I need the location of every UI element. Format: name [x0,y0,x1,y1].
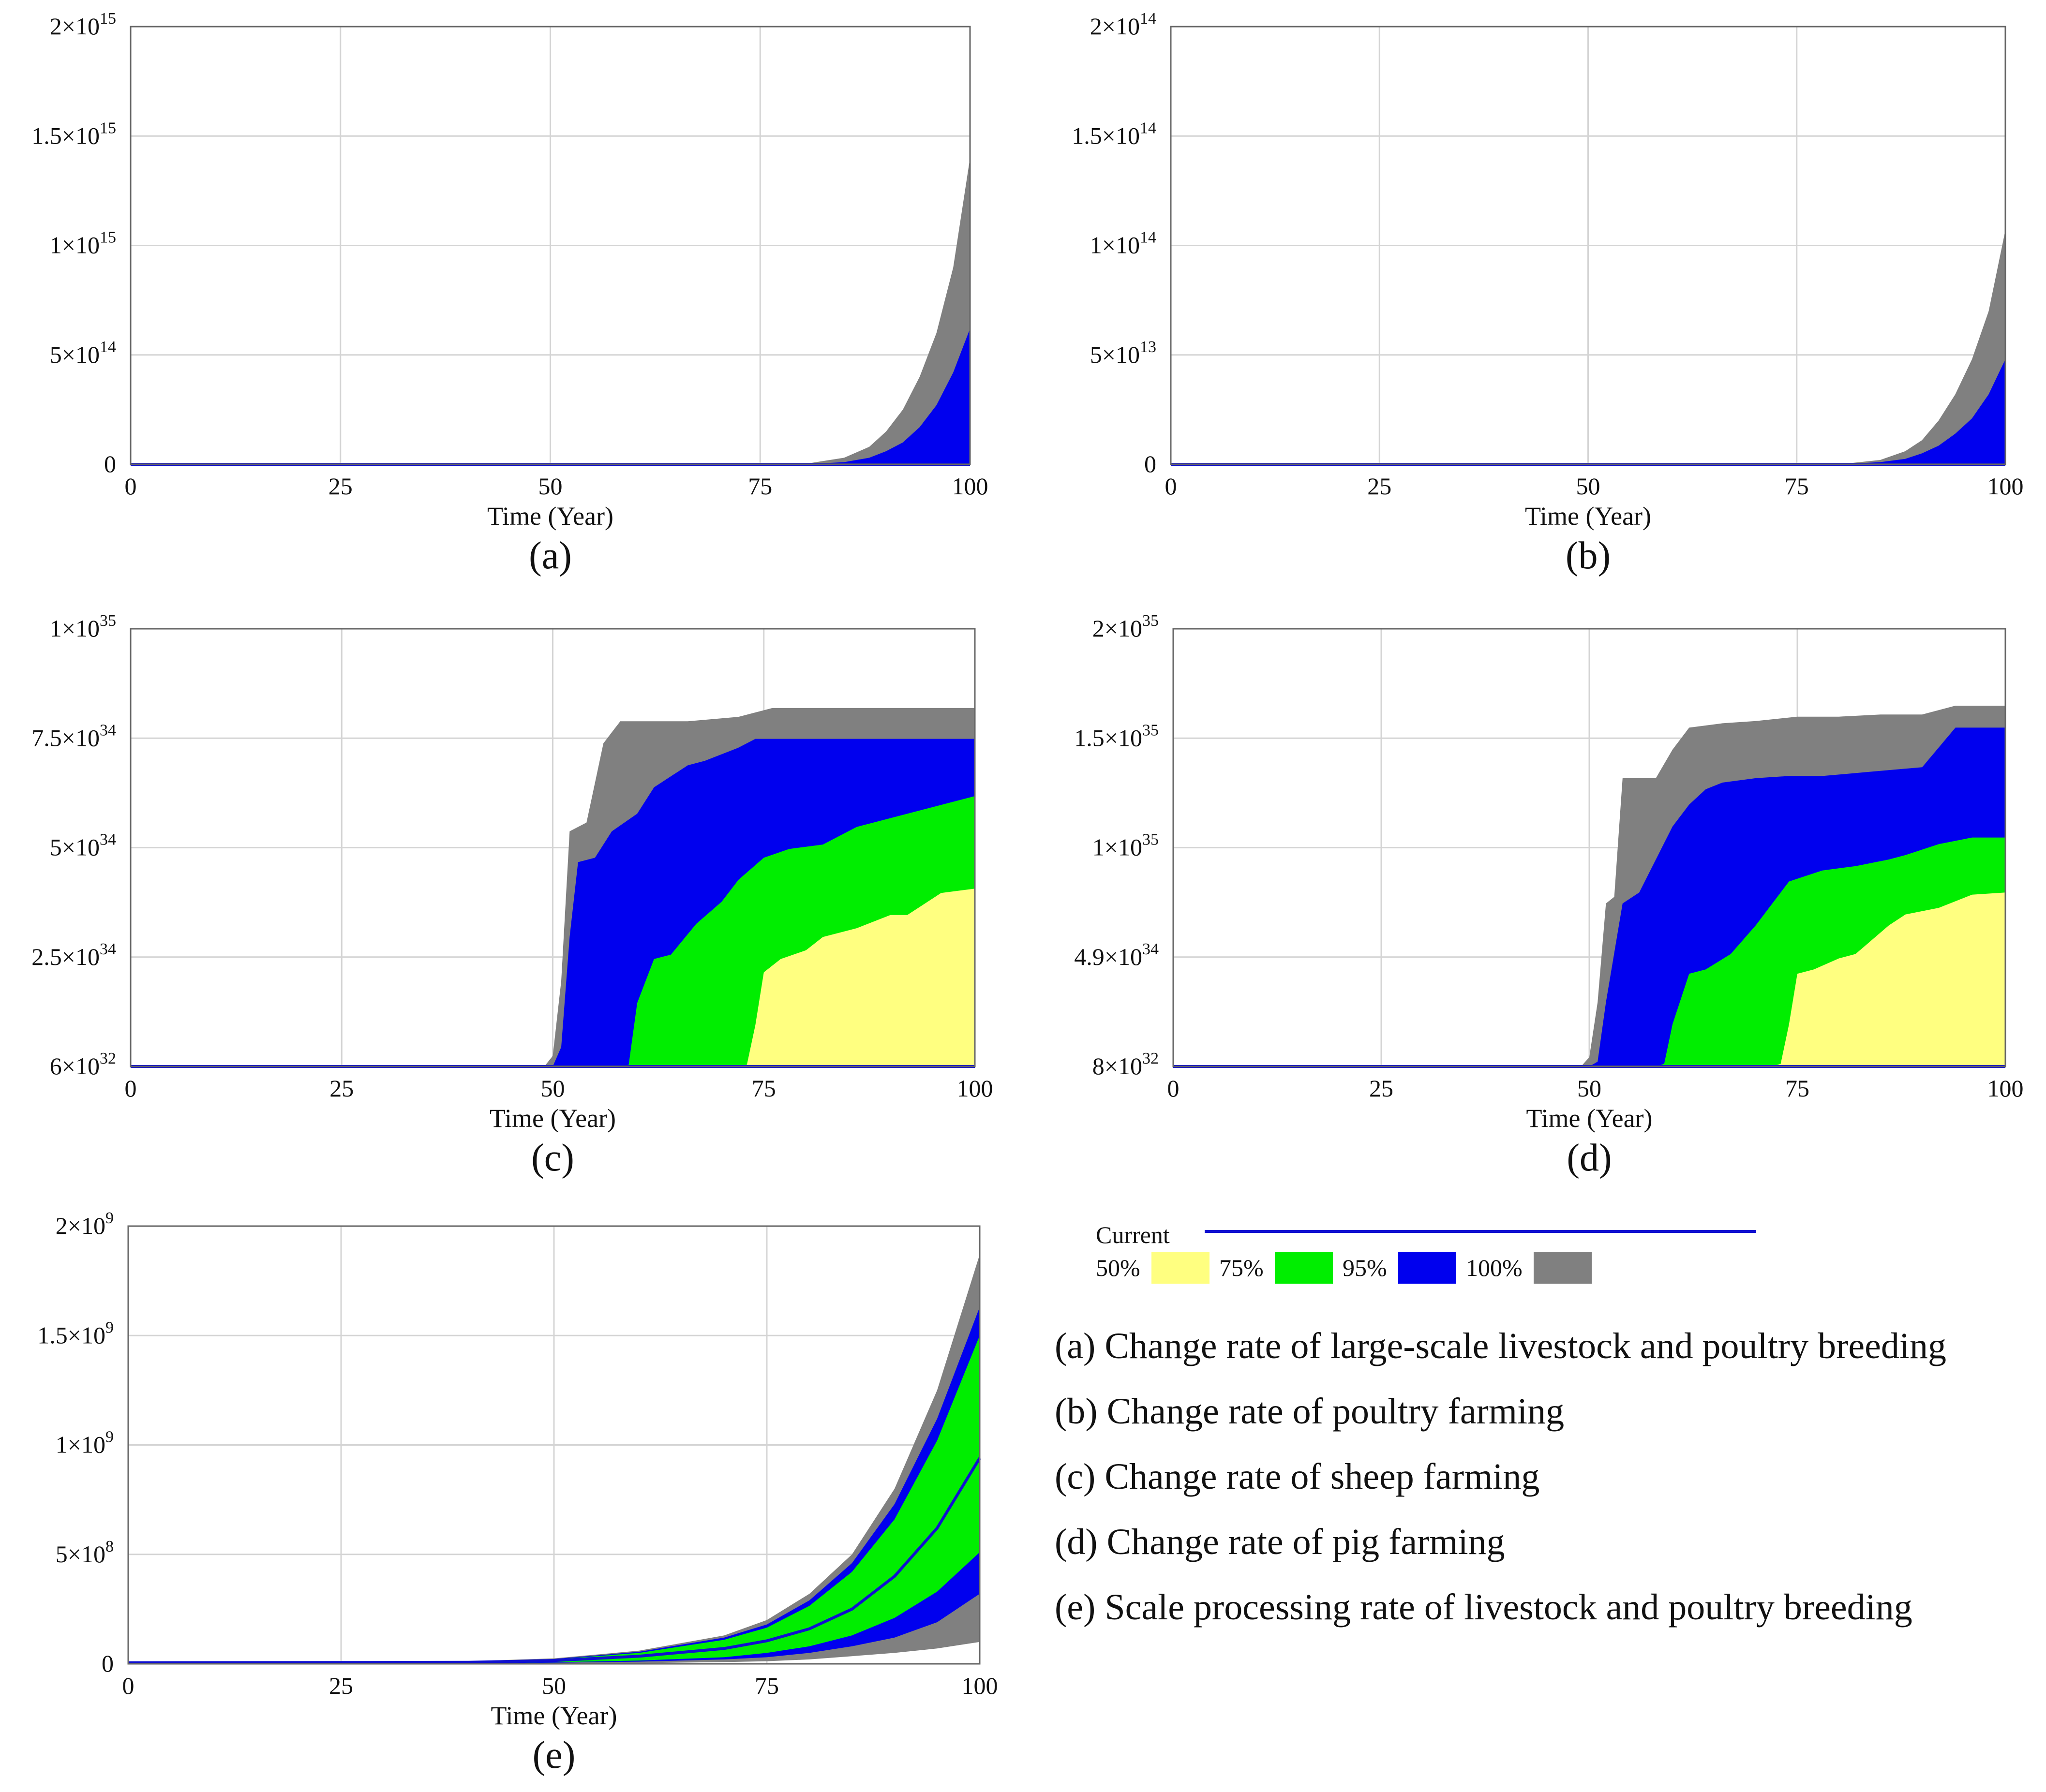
y-tick-label: 8×1032 [1092,1050,1159,1080]
band-95pct-area [1171,359,2005,464]
y-tick-label: 5×1014 [50,338,116,368]
y-tick-label: 1.5×1015 [31,119,116,149]
chart-panel-a: 0 25 50 75 100 0 5×1014 1×1015 1.5×1015 2×1015 Tim… [31,10,988,577]
x-tick-label: 100 [952,473,988,500]
y-tick-label: 1×1035 [50,612,116,642]
y-tick-label: 5×108 [56,1538,114,1568]
x-tick-label: 75 [1785,1075,1809,1102]
x-axis-label: Time (Year) [1526,1104,1652,1133]
y-tick-label: 1×1015 [50,229,116,259]
plot-frame [127,1225,981,1665]
caption-b: (b) Change rate of poultry farming [1055,1391,1565,1432]
band-100pct-area [131,158,970,464]
caption-c: (c) Change rate of sheep farming [1055,1456,1540,1497]
y-tick-label: 4.9×1034 [1074,940,1159,970]
plot-frame [1172,628,2006,1067]
x-tick-label: 0 [125,473,137,500]
band-100pct-area [1171,230,2005,464]
x-tick-label: 50 [1576,473,1600,500]
y-tick-label: 2.5×1034 [31,940,116,970]
y-tick-label: 1.5×109 [37,1318,114,1348]
y-tick-label: 6×1032 [50,1050,116,1080]
x-tick-label: 50 [541,1075,565,1102]
y-tick-label: 0 [1144,450,1156,477]
x-tick-label: 50 [542,1672,566,1699]
x-tick-label: 25 [329,473,353,500]
plot-frame [130,26,971,465]
panel-label: (c) [531,1137,574,1179]
plot-frame [1170,26,2006,465]
panel-label: (b) [1566,534,1611,577]
x-tick-label: 75 [752,1075,776,1102]
x-axis-label: Time (Year) [490,1104,616,1133]
x-tick-label: 0 [1167,1075,1180,1102]
band-50pct-area [1173,892,2005,1066]
chart-panel-b: 0 25 50 75 100 0 5×1013 1×1014 1.5×1014 2×1014 Tim… [1072,10,2023,577]
panel-label: (e) [533,1734,576,1777]
x-axis-label: Time (Year) [1525,502,1651,531]
x-tick-label: 100 [962,1672,998,1699]
legend-swatch-95 [1398,1252,1456,1284]
legend-swatch-100 [1534,1252,1592,1284]
legend-label-100: 100% [1466,1254,1523,1281]
legend-swatch-50 [1151,1252,1210,1284]
chart-panel-c: 0 25 50 75 100 6×1032 2.5×1034 5×1034 7.5×1034 1×… [31,612,993,1179]
x-tick-label: 50 [538,473,563,500]
y-tick-label: 2×1035 [1092,612,1159,642]
x-tick-label: 0 [122,1672,134,1699]
x-axis-label: Time (Year) [487,502,613,531]
caption-e: (e) Scale processing rate of livestock a… [1055,1587,1912,1628]
x-tick-label: 25 [329,1075,354,1102]
x-tick-label: 100 [1987,473,2024,500]
caption-d: (d) Change rate of pig farming [1055,1522,1505,1562]
y-tick-label: 1×1014 [1090,229,1156,259]
current-series-line [128,1457,981,1664]
y-tick-label: 1.5×1035 [1074,721,1159,751]
x-tick-label: 50 [1577,1075,1601,1102]
y-tick-label: 1.5×1014 [1072,119,1156,149]
x-tick-label: 75 [748,473,772,500]
y-tick-label: 2×109 [56,1209,114,1239]
x-tick-label: 75 [1785,473,1809,500]
y-tick-label: 2×1014 [1090,10,1156,40]
caption-a: (a) Change rate of large-scale livestock… [1055,1326,1946,1366]
chart-panel-e: 0 25 50 75 100 0 5×108 1×109 1.5×109 2×109 Time (Y… [37,1209,998,1777]
y-tick-label: 1×1035 [1092,831,1159,861]
legend-swatch-75 [1275,1252,1333,1284]
x-tick-label: 75 [755,1672,779,1699]
chart-panel-d: 0 25 50 75 100 8×1032 4.9×1034 1×1035 1.5×1035 2×… [1074,612,2023,1179]
plot-frame [130,628,976,1067]
x-tick-label: 25 [1367,473,1391,500]
y-tick-label: 0 [102,1650,114,1677]
legend-label-95: 95% [1343,1254,1387,1281]
legend: Current 50% 75% 95% 100% [1096,1221,1756,1284]
x-axis-label: Time (Year) [491,1701,617,1730]
y-tick-label: 0 [104,450,116,477]
x-tick-label: 100 [957,1075,993,1102]
y-tick-label: 5×1013 [1090,338,1156,368]
y-tick-label: 5×1034 [50,831,116,861]
legend-label-50: 50% [1096,1254,1140,1281]
x-tick-label: 25 [329,1672,353,1699]
band-95pct-area [128,1307,980,1664]
panel-label: (a) [529,534,572,577]
legend-label-75: 75% [1219,1254,1264,1281]
x-tick-label: 25 [1369,1075,1393,1102]
legend-current-label: Current [1096,1221,1170,1248]
y-tick-label: 2×1015 [50,10,116,40]
x-tick-label: 0 [1165,473,1177,500]
band-50pct-area [131,889,975,1066]
y-tick-label: 1×109 [56,1428,114,1458]
panel-label: (d) [1567,1137,1612,1179]
x-tick-label: 0 [125,1075,137,1102]
y-tick-label: 7.5×1034 [31,721,116,751]
x-tick-label: 100 [1987,1075,2024,1102]
